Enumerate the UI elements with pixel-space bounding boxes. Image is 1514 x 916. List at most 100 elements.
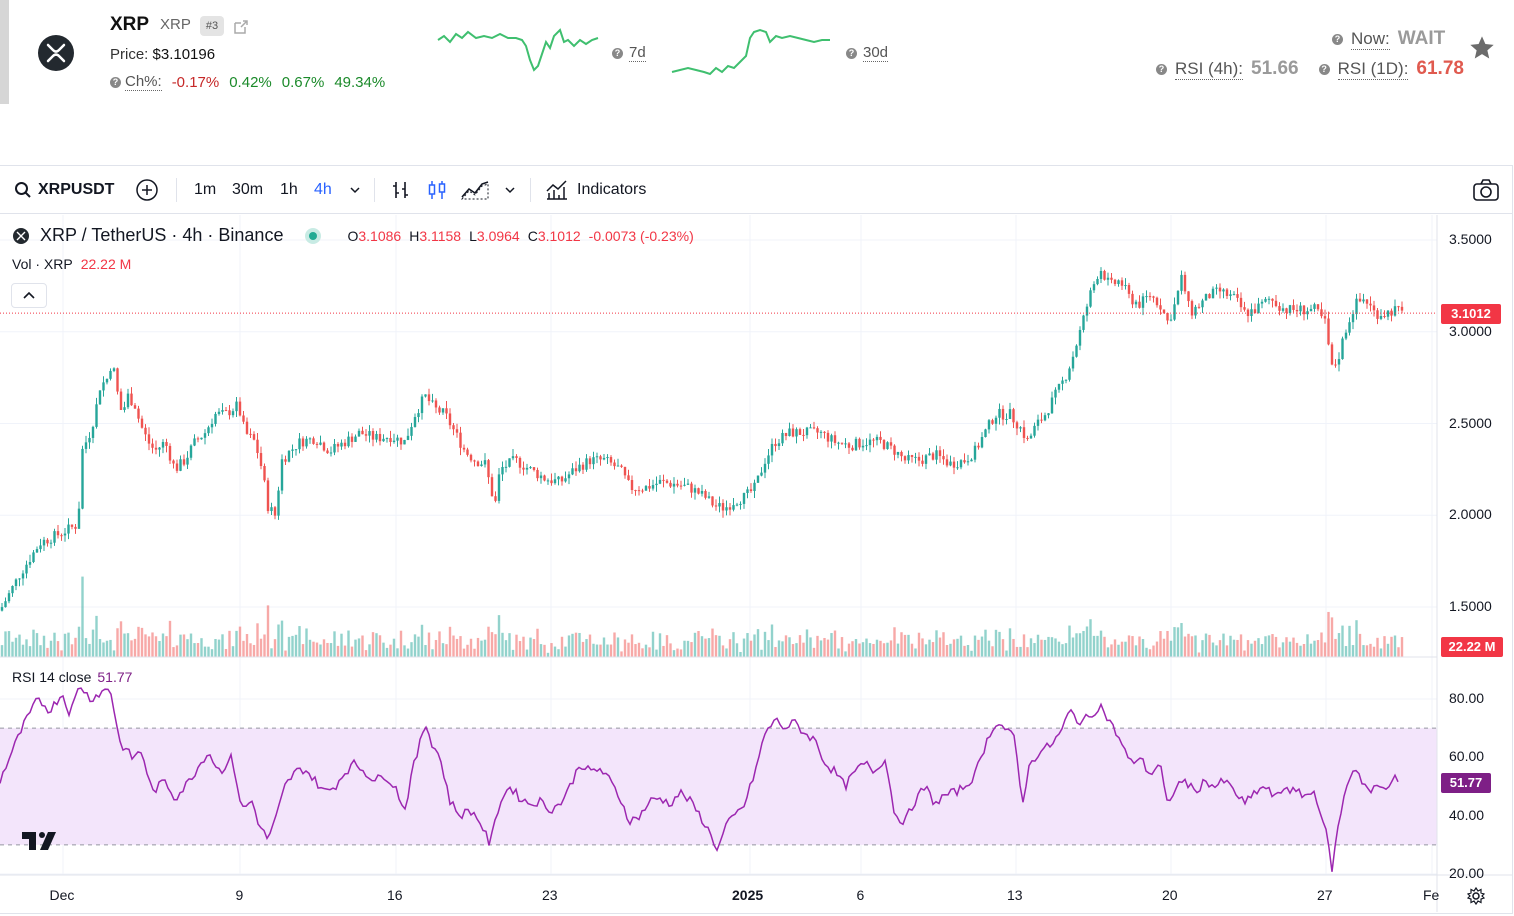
rsi-1d-label: RSI (1D): [1337, 58, 1409, 80]
candle [375, 433, 378, 440]
volume-bar [798, 635, 802, 657]
volume-bar [427, 632, 431, 657]
candle [1369, 303, 1372, 306]
bar-style-button[interactable] [390, 166, 412, 214]
help-icon[interactable]: ? [1332, 33, 1343, 45]
candle [732, 505, 735, 510]
help-icon[interactable]: ? [1318, 63, 1330, 75]
indicators-button[interactable]: Indicators [545, 166, 646, 214]
help-icon[interactable]: ? [612, 47, 623, 59]
time-axis-label: 6 [856, 887, 865, 903]
candle [658, 479, 662, 484]
volume-bar [18, 634, 21, 657]
candle [88, 437, 91, 443]
candle [189, 445, 193, 458]
candle [1050, 397, 1054, 414]
candle [637, 490, 641, 492]
volume-bar [1127, 635, 1131, 657]
candle [42, 539, 46, 546]
candle [1075, 345, 1078, 357]
volume-bar [1358, 633, 1362, 657]
candle [1169, 319, 1173, 321]
candle [959, 460, 963, 468]
volume-bar [81, 576, 84, 657]
candle [1239, 297, 1243, 308]
volume-bar [1260, 644, 1264, 657]
timeframe-30m[interactable]: 30m [232, 181, 264, 198]
candle [725, 507, 728, 511]
volume-bar [707, 638, 711, 657]
timeframe-1h[interactable]: 1h [280, 181, 298, 198]
volume-bar [522, 636, 525, 657]
volume-bar [1110, 644, 1113, 657]
chevron-down-icon [350, 187, 360, 194]
symbol-search[interactable]: XRPUSDT [14, 166, 114, 214]
volume-bar [917, 632, 921, 657]
candle [1313, 304, 1316, 309]
candle [70, 524, 74, 527]
xrp-logo-icon [38, 35, 74, 71]
chart-type-dropdown-button[interactable] [503, 166, 517, 214]
candle [819, 431, 823, 433]
volume-bar [532, 639, 536, 657]
snapshot-button[interactable] [1472, 166, 1500, 214]
compare-symbol-button[interactable] [135, 166, 159, 214]
volume-bar [700, 636, 704, 657]
volume-bar [515, 634, 518, 657]
tradingview-logo-icon[interactable] [18, 824, 58, 856]
volume-bar [536, 628, 539, 657]
candle [529, 467, 532, 469]
volume-bar [273, 639, 277, 657]
candles-style-button[interactable] [426, 166, 448, 214]
external-link-icon[interactable] [232, 18, 250, 36]
timeframe-4h[interactable]: 4h [314, 181, 332, 198]
help-icon[interactable]: ? [110, 76, 121, 88]
volume-bar [270, 648, 273, 657]
volume-bar [1316, 640, 1320, 657]
rsi-4h-value: 51.66 [1251, 58, 1299, 79]
area-style-button[interactable] [460, 166, 490, 214]
candle [396, 437, 399, 441]
rsi-value: 51.77 [97, 669, 133, 685]
volume-bar [1218, 640, 1222, 657]
volume-bar [1145, 647, 1148, 657]
candle [452, 425, 455, 430]
help-icon[interactable]: ? [846, 47, 857, 59]
volume-bar [53, 632, 56, 657]
candle [543, 475, 546, 481]
favorite-star-icon[interactable] [1468, 34, 1496, 62]
market-status-icon[interactable] [305, 227, 322, 244]
candle [648, 486, 651, 489]
candle [256, 439, 259, 454]
collapse-legend-button[interactable] [11, 283, 47, 308]
candle [700, 490, 704, 494]
volume-bar [788, 637, 791, 657]
candle [140, 418, 144, 428]
chart-settings-gear-icon[interactable] [1466, 886, 1486, 911]
timeframe-1m[interactable]: 1m [194, 181, 217, 198]
candle [1176, 290, 1180, 305]
volume-bar [501, 632, 504, 657]
sparkline-7d-label[interactable]: ? 7d [612, 44, 646, 62]
candle [613, 462, 616, 467]
volume-bar [291, 635, 294, 657]
candle [1040, 419, 1043, 421]
time-axis-label: Fe [1423, 887, 1440, 903]
price-chart[interactable] [0, 215, 1512, 912]
candle [74, 526, 77, 529]
sparkline-30d-label[interactable]: ? 30d [846, 44, 889, 62]
volume-bar [697, 631, 700, 657]
candle [665, 480, 669, 483]
help-icon[interactable]: ? [1156, 63, 1167, 75]
rsi-1d-value: 61.78 [1416, 58, 1464, 79]
volume-bar [574, 632, 578, 657]
volume-bar [329, 643, 333, 657]
candle [438, 407, 441, 413]
volume-bar [844, 651, 847, 657]
volume-bar [242, 640, 245, 657]
volume-bar [371, 632, 375, 657]
candle [886, 442, 889, 449]
volume-bar [378, 635, 382, 657]
candle [249, 433, 252, 435]
timeframe-dropdown-button[interactable] [348, 166, 362, 214]
